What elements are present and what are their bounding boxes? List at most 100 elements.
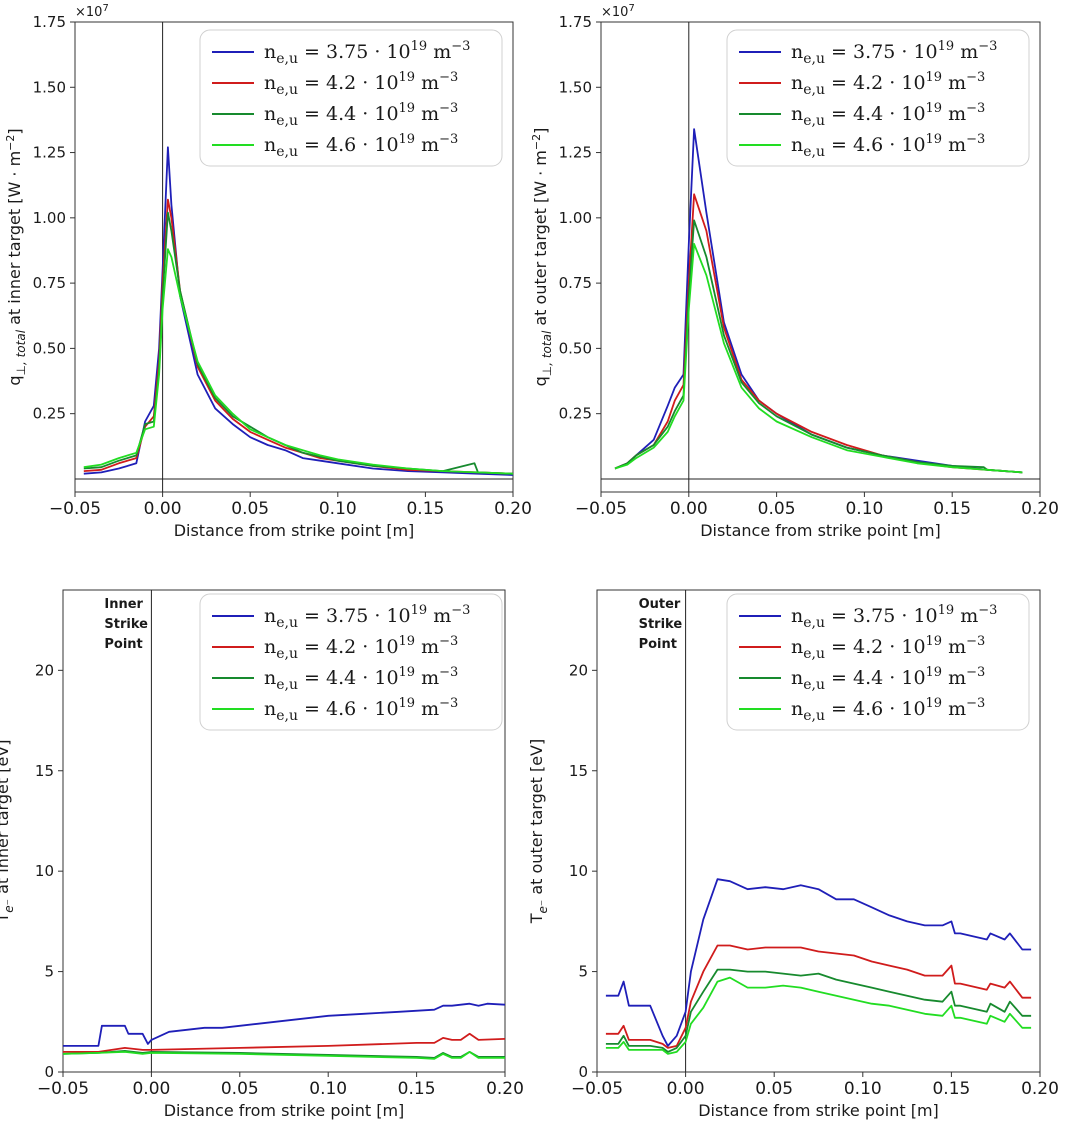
strike-point-annotation: Strike — [639, 617, 683, 632]
legend-entry: ne,u = 4.4 · 1019 m−3 — [264, 101, 458, 129]
y-tick-label: 20 — [569, 661, 588, 679]
x-tick-label: 0.00 — [144, 499, 182, 519]
series-line-4.2 — [83, 198, 513, 475]
y-tick-label: 0.25 — [559, 405, 592, 423]
y-tick-label: 0.75 — [33, 274, 66, 292]
x-axis-label: Distance from strike point [m] — [700, 521, 941, 540]
series-group — [605, 878, 1032, 1055]
legend-entry: ne,u = 4.4 · 1019 m−3 — [791, 101, 985, 129]
axes-frame — [596, 589, 1041, 1073]
strike-point-annotation: Point — [104, 637, 142, 652]
legend-box — [726, 593, 1030, 731]
x-tick-label: 0.20 — [1021, 1079, 1059, 1099]
series-group — [63, 1002, 505, 1060]
y-tick-label: 1.75 — [559, 13, 592, 31]
y-tick-label: 0.50 — [33, 339, 66, 357]
panel-q_inner: −0.05 0.00 0.05 0.10 0.15 0.20 0.25 0.50 0.75 1.0… — [4, 3, 532, 540]
y-tick-label: 0.50 — [559, 339, 592, 357]
x-tick-label: 0.10 — [845, 499, 883, 519]
y-tick-label: 1.00 — [559, 209, 592, 227]
x-tick-label: −0.05 — [575, 499, 627, 519]
x-tick-label: 0.10 — [844, 1079, 882, 1099]
x-tick-label: −0.05 — [571, 1079, 623, 1099]
legend-entry: ne,u = 4.4 · 1019 m−3 — [791, 665, 985, 693]
panel-te_inner: −0.05 0.00 0.05 0.10 0.15 0.20 0 5 10 15 20 Distanc… — [0, 589, 524, 1120]
legend-box — [726, 29, 1030, 167]
y-tick-label: 1.25 — [33, 144, 66, 162]
axes-frame — [600, 21, 1041, 493]
x-tick-label: 0.05 — [758, 499, 796, 519]
series-line-4.2 — [614, 193, 1023, 474]
series-line-4.6 — [605, 976, 1032, 1055]
strike-point-annotation: Outer — [639, 597, 681, 612]
legend: ne,u = 3.75 · 1019 m−3 ne,u = 4.2 · 1019 … — [726, 29, 1030, 167]
y-axis-label: Te⁻ at outer target [eV] — [527, 739, 550, 924]
x-tick-label: 0.10 — [309, 1079, 347, 1099]
series-line-3.75 — [614, 128, 1023, 474]
x-tick-label: 0.15 — [398, 1079, 436, 1099]
panel-q_outer: −0.05 0.00 0.05 0.10 0.15 0.20 0.25 0.50 0.75 1.0… — [530, 3, 1059, 540]
x-tick-label: 0.05 — [755, 1079, 793, 1099]
legend-entry: ne,u = 3.75 · 1019 m−3 — [264, 603, 470, 631]
legend-entry: ne,u = 4.4 · 1019 m−3 — [264, 665, 458, 693]
y-tick-label: 0 — [578, 1063, 588, 1081]
legend-entry: ne,u = 4.2 · 1019 m−3 — [791, 634, 985, 662]
y-tick-label: 1.75 — [33, 13, 66, 31]
legend-entry: ne,u = 4.6 · 1019 m−3 — [264, 696, 458, 724]
axis-multiplier: ×107 — [75, 3, 109, 20]
strike-point-annotation: Strike — [104, 617, 148, 632]
x-axis-label: Distance from strike point [m] — [174, 521, 415, 540]
x-tick-label: 0.15 — [932, 1079, 970, 1099]
legend-box — [199, 29, 503, 167]
x-axis-label: Distance from strike point [m] — [164, 1101, 405, 1120]
series-group — [614, 128, 1023, 474]
y-tick-label: 5 — [578, 963, 588, 981]
series-line-4.6 — [63, 1051, 505, 1060]
x-tick-label: 0.00 — [670, 499, 708, 519]
y-tick-label: 15 — [35, 762, 54, 780]
axes-frame — [62, 589, 506, 1073]
series-line-3.75 — [83, 146, 513, 476]
x-tick-label: 0.20 — [1021, 499, 1059, 519]
y-tick-label: 1.50 — [559, 78, 592, 96]
y-tick-label: 0 — [44, 1063, 54, 1081]
series-line-4.2 — [605, 944, 1032, 1049]
x-tick-label: 0.00 — [667, 1079, 705, 1099]
y-axis-label: q⊥, total at outer target [W · m−2] — [530, 128, 554, 387]
legend-entry: ne,u = 3.75 · 1019 m−3 — [791, 603, 997, 631]
x-tick-label: 0.15 — [933, 499, 971, 519]
x-tick-label: 0.05 — [221, 1079, 259, 1099]
legend-entry: ne,u = 4.6 · 1019 m−3 — [264, 132, 458, 160]
y-tick-label: 0.25 — [33, 405, 66, 423]
y-tick-label: 15 — [569, 762, 588, 780]
y-tick-label: 1.50 — [33, 78, 66, 96]
x-tick-label: 0.10 — [319, 499, 357, 519]
legend-entry: ne,u = 4.2 · 1019 m−3 — [264, 634, 458, 662]
series-line-4.6 — [83, 248, 513, 475]
legend-entry: ne,u = 4.2 · 1019 m−3 — [791, 70, 985, 98]
x-tick-label: 0.05 — [231, 499, 269, 519]
legend-entry: ne,u = 3.75 · 1019 m−3 — [791, 39, 997, 67]
x-tick-label: −0.05 — [49, 499, 101, 519]
strike-point-annotation: Inner — [104, 597, 143, 612]
legend-entry: ne,u = 4.2 · 1019 m−3 — [264, 70, 458, 98]
y-tick-label: 0.75 — [559, 274, 592, 292]
y-tick-label: 20 — [35, 661, 54, 679]
legend-entry: ne,u = 4.6 · 1019 m−3 — [791, 696, 985, 724]
legend-box — [199, 593, 503, 731]
series-line-3.75 — [63, 1002, 505, 1047]
series-line-4.4 — [614, 219, 1023, 474]
legend: ne,u = 3.75 · 1019 m−3 ne,u = 4.2 · 1019 … — [726, 593, 1030, 731]
panel-te_outer: −0.05 0.00 0.05 0.10 0.15 0.20 0 5 10 15 20 Distanc… — [527, 589, 1059, 1120]
y-tick-label: 1.25 — [559, 144, 592, 162]
y-tick-label: 5 — [44, 963, 54, 981]
y-tick-label: 10 — [569, 862, 588, 880]
series-line-4.4 — [605, 968, 1032, 1053]
series-line-3.75 — [605, 878, 1032, 1047]
x-tick-label: 0.20 — [494, 499, 532, 519]
x-tick-label: −0.05 — [37, 1079, 89, 1099]
legend: ne,u = 3.75 · 1019 m−3 ne,u = 4.2 · 1019 … — [199, 593, 503, 731]
legend-entry: ne,u = 3.75 · 1019 m−3 — [264, 39, 470, 67]
legend: ne,u = 3.75 · 1019 m−3 ne,u = 4.2 · 1019 … — [199, 29, 503, 167]
